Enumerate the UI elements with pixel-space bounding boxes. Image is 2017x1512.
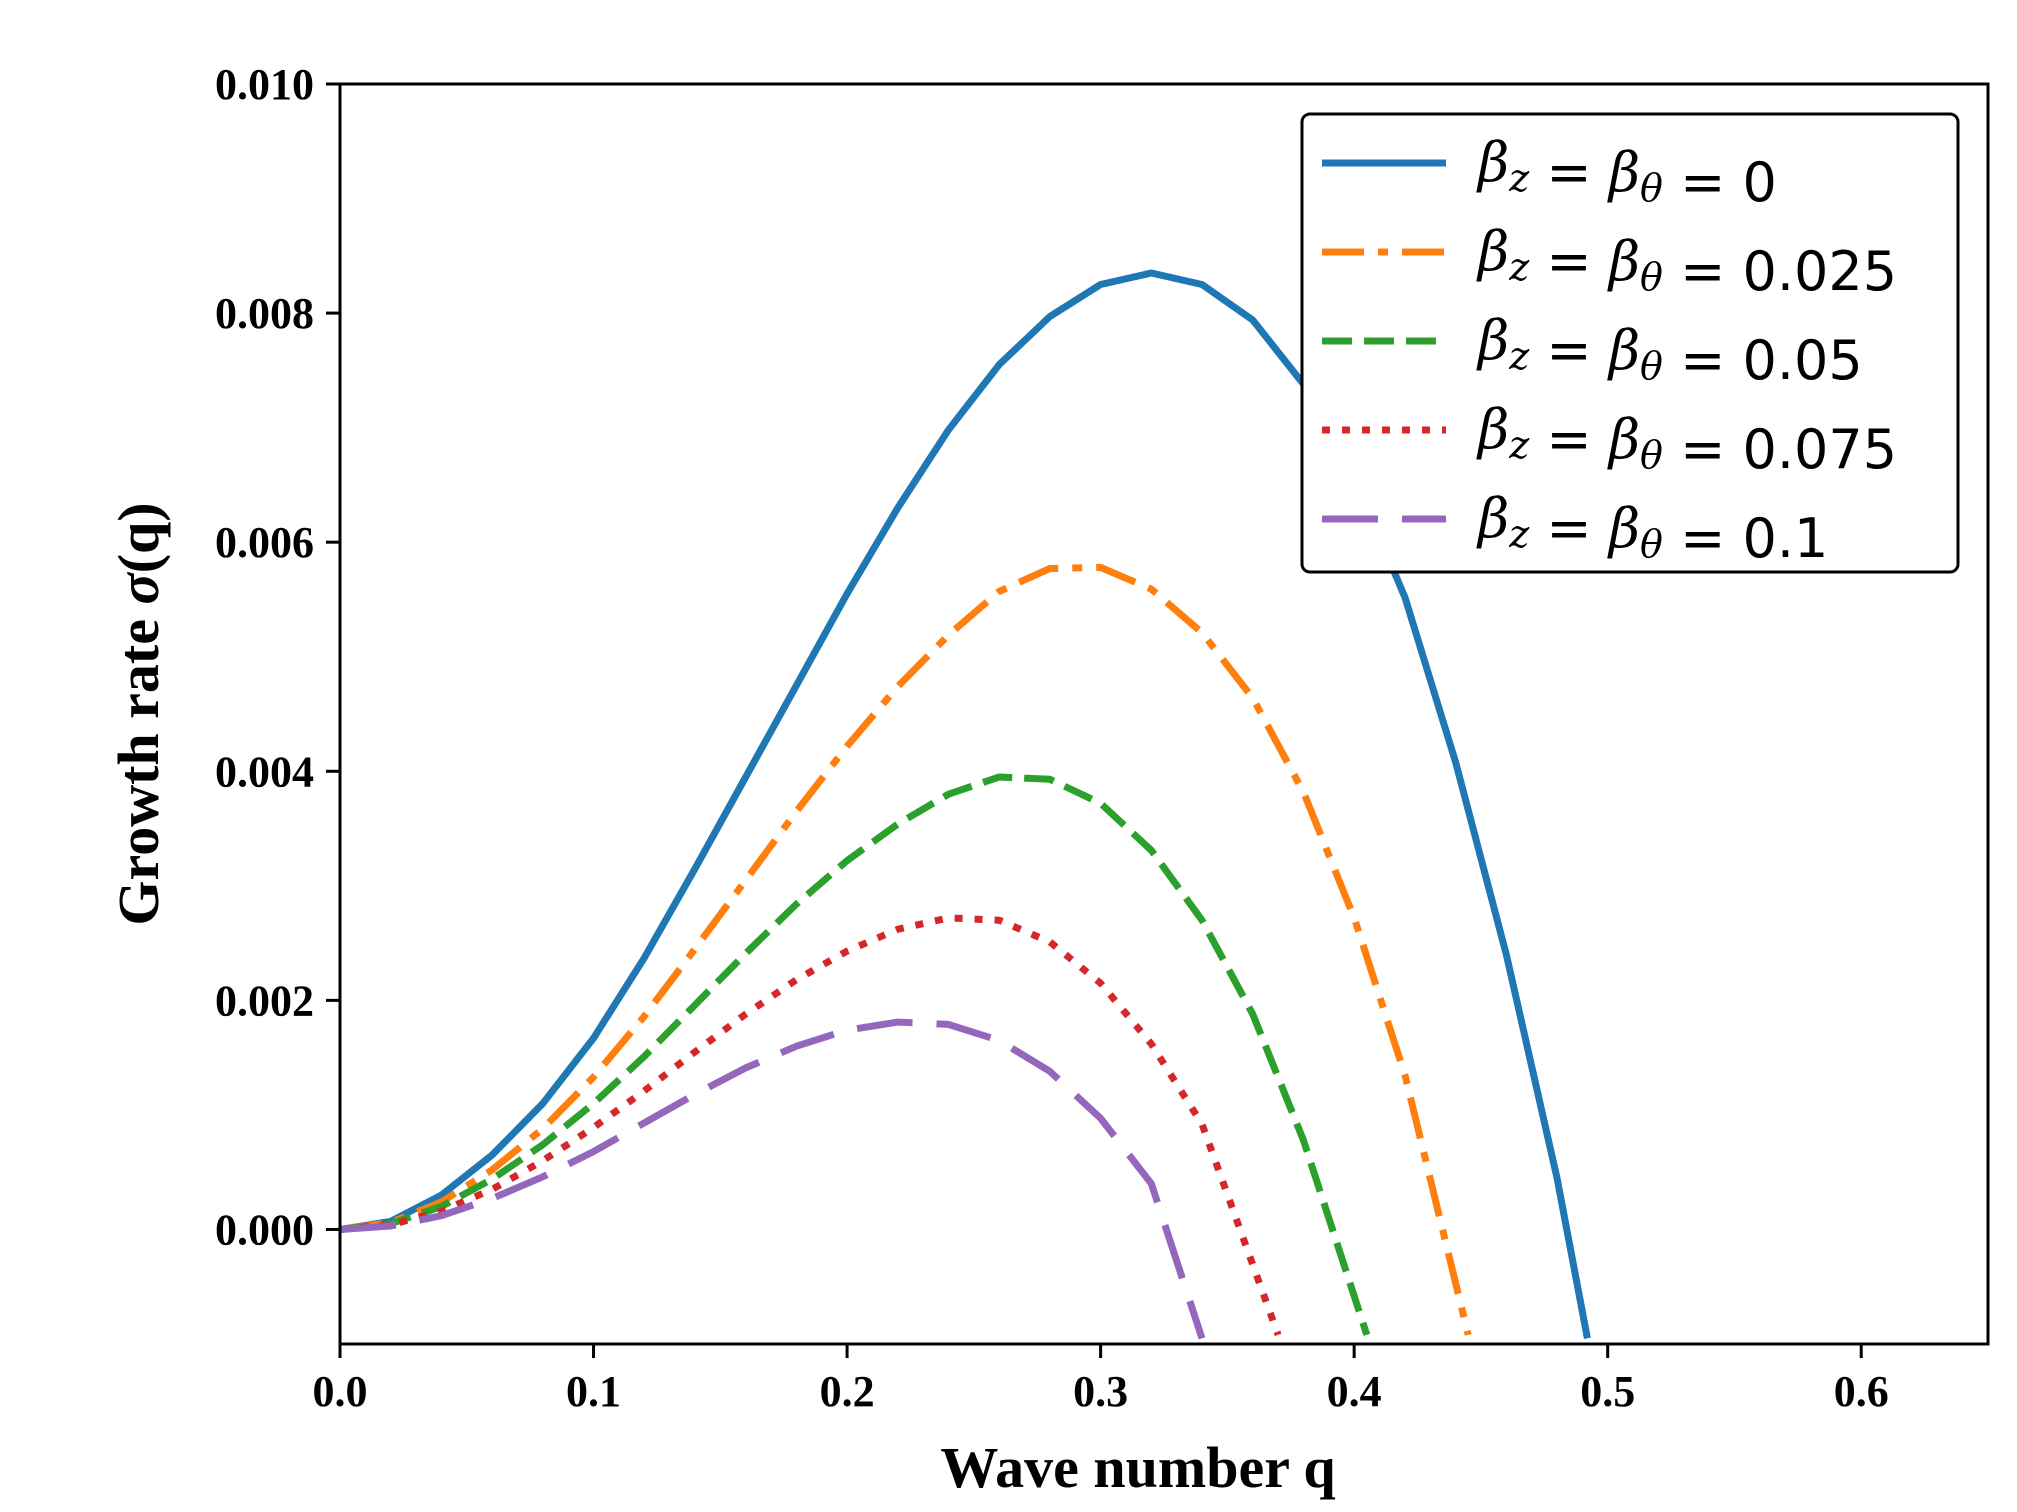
series-line-3 — [340, 914, 1282, 1336]
legend-box — [1300, 112, 1960, 574]
x-tick-label: 0.5 — [1580, 1367, 1635, 1416]
x-tick-label: 0.4 — [1327, 1367, 1382, 1416]
y-tick-label: 0.002 — [215, 976, 314, 1025]
series-line-0 — [340, 269, 1591, 1339]
legend-label-0: βz = βθ = 0 — [1476, 131, 1777, 214]
x-tick-label: 0.6 — [1834, 1367, 1889, 1416]
x-tick-label: 0.0 — [313, 1367, 368, 1416]
y-tick-label: 0.000 — [215, 1205, 314, 1254]
legend-label-1: βz = βθ = 0.025 — [1476, 220, 1897, 303]
x-tick-label: 0.3 — [1073, 1367, 1128, 1416]
plot-frame — [338, 82, 1990, 1346]
y-tick-label: 0.010 — [215, 60, 314, 109]
x-tick-label: 0.1 — [566, 1367, 621, 1416]
y-tick-label: 0.004 — [215, 747, 314, 796]
y-tick-label: 0.006 — [215, 518, 314, 567]
y-axis: 0.000 0.002 0.004 0.006 0.008 0.010 — [215, 60, 340, 1254]
x-axis: 0.0 0.1 0.2 0.3 0.4 0.5 0.6 — [313, 1344, 1889, 1416]
legend-label-3: βz = βθ = 0.075 — [1476, 398, 1897, 481]
legend-label-4: βz = βθ = 0.1 — [1476, 487, 1828, 570]
legend-label-2: βz = βθ = 0.05 — [1476, 309, 1863, 392]
y-axis-title: Growth rate σ(q) — [106, 502, 171, 925]
series-line-1 — [340, 563, 1472, 1336]
x-axis-title: Wave number q — [940, 1435, 1335, 1500]
x-tick-label: 0.2 — [820, 1367, 875, 1416]
series-line-2 — [340, 773, 1371, 1336]
series-layer — [340, 269, 1591, 1340]
y-tick-label: 0.008 — [215, 289, 314, 338]
